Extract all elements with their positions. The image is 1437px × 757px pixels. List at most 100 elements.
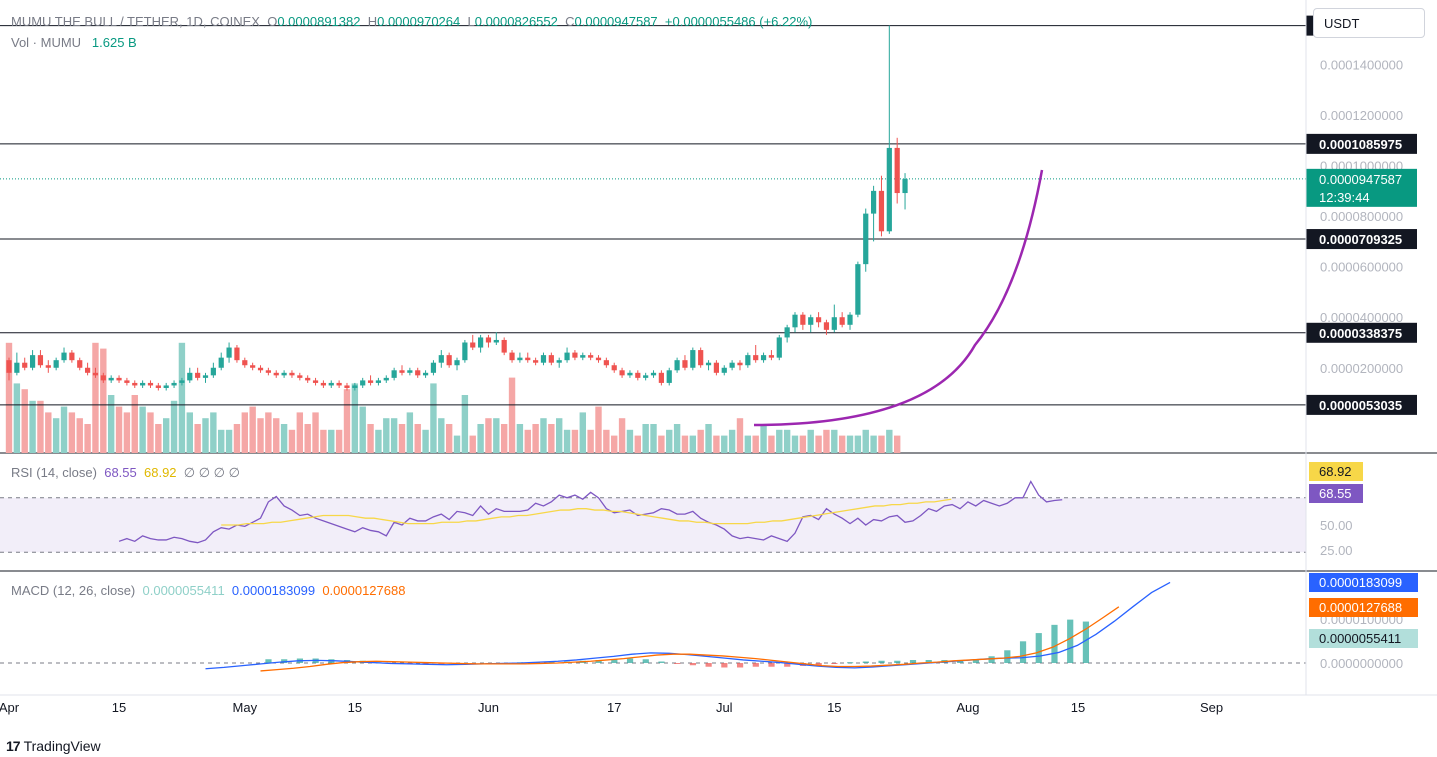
candle-body [509, 352, 515, 361]
candle-body [250, 365, 256, 368]
candle-body [305, 377, 311, 381]
volume-legend: Vol · MUMU 1.625 B [11, 35, 137, 50]
candle-body [422, 372, 429, 376]
macd-hist-bar [847, 662, 854, 664]
volume-bar [799, 435, 807, 453]
candle-body [635, 372, 641, 378]
volume-bar [233, 424, 241, 453]
currency-selector-button[interactable]: USDT [1313, 8, 1425, 38]
candle-body [53, 360, 59, 368]
level-label-bg [1306, 394, 1417, 415]
volume-bar [838, 435, 846, 453]
symbol-title: MUMU THE BULL / TETHER, 1D, COINEX [11, 14, 260, 29]
volume-bar [13, 383, 21, 453]
volume-bar [728, 429, 736, 453]
macd-hist-bar [815, 663, 822, 666]
candle-body [61, 352, 67, 361]
volume-bar [92, 342, 99, 453]
macd-legend: MACD (12, 26, close) 0.0000055411 0.0000… [11, 583, 405, 598]
volume-bar [68, 412, 76, 453]
candle-body [344, 385, 350, 388]
volume-bar [155, 424, 162, 453]
macd-hist-bar [1004, 650, 1011, 663]
volume-bar [225, 429, 233, 453]
volume-bar [878, 435, 885, 453]
volume-bar [131, 395, 138, 453]
volume-bar [500, 424, 508, 453]
volume-bar [45, 412, 52, 453]
candle-body [438, 355, 444, 363]
level-label: 0.0001085975 [1319, 137, 1402, 152]
volume-bar [438, 418, 445, 453]
candle-body [580, 355, 586, 358]
volume-bar [783, 429, 791, 453]
candle-body [195, 372, 201, 378]
macd-hist-bar [1051, 624, 1058, 663]
volume-bar [854, 435, 862, 453]
candle-body [902, 178, 908, 194]
candle-body [462, 342, 468, 361]
candle-body [273, 372, 279, 376]
tradingview-logo-icon: 17 [6, 738, 21, 754]
candle-body [871, 190, 877, 214]
candle-body [92, 372, 99, 376]
current-price-tag [1306, 168, 1417, 207]
volume-bar [288, 429, 296, 453]
macd-hist-bar [548, 661, 555, 663]
candle-body [108, 377, 114, 381]
volume-bar [485, 418, 492, 453]
volume-bar [5, 342, 13, 453]
volume-bar [115, 406, 123, 453]
volume-bar [776, 429, 783, 453]
volume-bar [359, 406, 366, 453]
volume-bar [241, 412, 248, 453]
candle-body [776, 337, 782, 358]
candle-body [768, 355, 775, 358]
candle-body [289, 372, 295, 376]
volume-bar [84, 424, 91, 453]
low-value: 0.0000826552 [474, 14, 558, 29]
rsi-tag [1309, 484, 1363, 503]
candle-body [383, 377, 389, 381]
volume-bar [218, 429, 225, 453]
close-label: C [565, 14, 575, 29]
time-axis-label: Aug [956, 700, 979, 715]
macd-hist-bar [281, 659, 288, 663]
macd-hist-bar [1035, 633, 1042, 663]
candle-body [627, 372, 633, 376]
macd-hist-bar [642, 659, 649, 663]
volume-bar [626, 429, 634, 453]
tradingview-footer[interactable]: 17 TradingView [6, 738, 101, 754]
volume-bar [760, 424, 767, 453]
volume-bar [320, 429, 327, 453]
macd-line-value: 0.0000183099 [231, 583, 316, 598]
volume-bar [186, 412, 193, 453]
volume-bar [587, 429, 594, 453]
candle-body [595, 357, 602, 361]
level-label: 0.0000709325 [1319, 232, 1402, 247]
macd-hist-tag-label: 0.0000055411 [1319, 631, 1401, 646]
macd-hist-bar [988, 656, 995, 663]
level-label: 0.0000053035 [1319, 398, 1402, 413]
volume-bar [367, 424, 374, 453]
volume-bar [658, 435, 665, 453]
level-label: 0.0000338375 [1319, 326, 1402, 341]
volume-bar [650, 424, 657, 453]
candle-body [100, 375, 106, 381]
candle-body [297, 375, 303, 378]
candle-body [415, 370, 421, 376]
volume-bar [603, 429, 610, 453]
candle-body [140, 382, 146, 386]
candle-body [132, 382, 138, 386]
candle-body [674, 360, 680, 371]
volume-bar [681, 435, 689, 453]
time-axis-label: 15 [112, 700, 126, 715]
volume-bar [532, 424, 539, 453]
volume-bar [194, 424, 201, 453]
candle-body [737, 362, 743, 366]
time-axis-label: 15 [348, 700, 362, 715]
macd-hist-bar [705, 663, 712, 667]
macd-signal-tag-label: 0.0000127688 [1319, 600, 1402, 615]
volume-bar [273, 418, 280, 453]
